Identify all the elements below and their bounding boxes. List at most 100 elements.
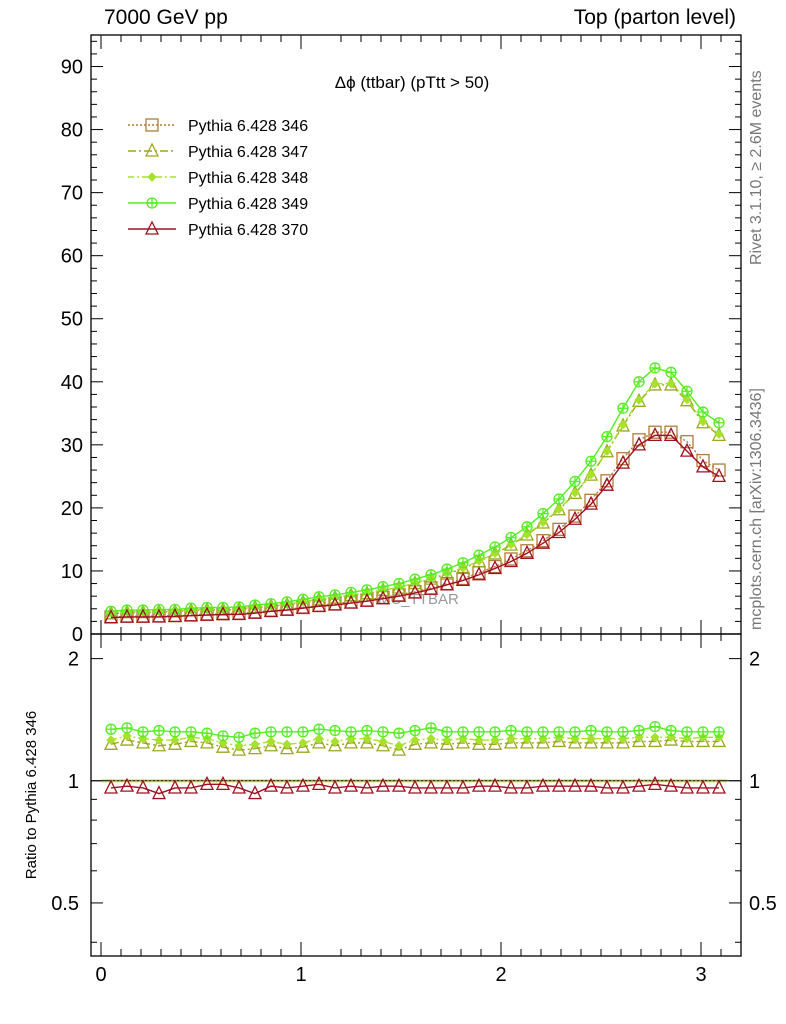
data-point: [535, 534, 551, 549]
data-point: [378, 736, 388, 747]
data-point: [695, 779, 711, 794]
data-point: [135, 608, 151, 623]
data-point: [375, 777, 391, 792]
data-point: [631, 733, 647, 748]
data-point: [144, 220, 160, 235]
ratio-series-3: [106, 731, 724, 751]
data-point: [442, 735, 452, 745]
data-point: [663, 731, 679, 746]
data-point: [474, 735, 484, 745]
data-point: [250, 739, 260, 750]
data-point: [631, 777, 647, 792]
ratio-y-tick-label-right: 0.5: [749, 893, 777, 915]
data-point: [362, 733, 372, 744]
data-point: [215, 738, 231, 753]
ratio-y-tick-label: 2: [68, 649, 79, 671]
data-point: [568, 509, 582, 523]
y-tick-label: 0: [72, 624, 83, 646]
data-point: [231, 606, 247, 621]
data-point: [183, 607, 199, 622]
data-point: [391, 777, 407, 792]
data-point: [327, 596, 343, 611]
series-line: [110, 434, 720, 619]
ratio-y-tick-label-right: 1: [749, 771, 760, 793]
ratio-y-tick-label: 0.5: [51, 893, 79, 915]
data-point: [618, 419, 628, 430]
data-point: [263, 777, 279, 792]
data-point: [664, 425, 678, 439]
data-point: [506, 733, 516, 744]
y-tick-label: 30: [61, 435, 83, 457]
data-point: [407, 779, 423, 794]
data-point: [330, 736, 340, 747]
data-point: [263, 737, 279, 752]
data-point: [122, 731, 132, 741]
data-point: [487, 777, 503, 792]
series-4: [105, 362, 725, 617]
data-point: [648, 425, 662, 439]
data-point: [183, 779, 199, 794]
data-point: [522, 529, 532, 540]
data-point: [583, 734, 599, 749]
data-point: [154, 735, 164, 745]
data-point: [663, 777, 679, 792]
ratio-y-axis-label: Ratio to Pythia 6.428 346: [23, 711, 40, 879]
data-point: [471, 777, 487, 792]
legend-label: Pythia 6.428 346: [188, 118, 308, 135]
data-point: [343, 777, 359, 792]
data-point: [519, 734, 535, 749]
data-point: [103, 779, 119, 794]
data-point: [199, 775, 215, 790]
data-point: [711, 733, 727, 748]
data-point: [536, 534, 550, 548]
data-point: [584, 493, 598, 507]
data-point: [359, 592, 375, 607]
data-point: [554, 504, 564, 514]
data-point: [327, 779, 343, 794]
data-point: [407, 735, 423, 750]
data-point: [695, 458, 711, 473]
data-point: [170, 735, 180, 745]
data-point: [535, 777, 551, 792]
data-point: [599, 476, 615, 491]
y-tick-label: 10: [61, 561, 83, 583]
data-point: [583, 495, 599, 510]
data-point: [599, 779, 615, 794]
data-point: [503, 779, 519, 794]
data-point: [231, 779, 247, 794]
data-point: [586, 469, 596, 480]
data-point: [263, 602, 279, 617]
data-point: [650, 732, 660, 742]
legend-entry-5: Pythia 6.428 370: [128, 220, 308, 239]
data-point: [119, 608, 135, 623]
y-tick-label: 90: [61, 57, 83, 79]
data-point: [327, 737, 343, 752]
data-point: [599, 734, 615, 749]
data-point: [615, 779, 631, 794]
data-point: [714, 429, 724, 439]
data-point: [695, 733, 711, 748]
data-point: [183, 733, 199, 748]
data-point: [391, 741, 407, 756]
header-left: 7000 GeV pp: [104, 6, 228, 29]
ratio-series-4: [105, 720, 725, 743]
data-point: [215, 775, 231, 790]
data-point: [455, 779, 471, 794]
data-point: [151, 785, 167, 800]
data-point: [359, 779, 375, 794]
data-point: [551, 524, 567, 539]
data-point: [600, 474, 614, 488]
ratio-series-5: [103, 775, 727, 800]
data-point: [119, 731, 135, 746]
legend-label: Pythia 6.428 349: [188, 196, 308, 213]
data-point: [215, 606, 231, 621]
data-point: [247, 785, 263, 800]
data-point: [343, 734, 359, 749]
data-point: [423, 779, 439, 794]
data-point: [503, 553, 519, 568]
x-tick-label: 3: [695, 964, 706, 986]
data-point: [199, 606, 215, 621]
data-point: [711, 467, 727, 483]
data-point: [602, 446, 612, 456]
data-point: [394, 741, 404, 751]
